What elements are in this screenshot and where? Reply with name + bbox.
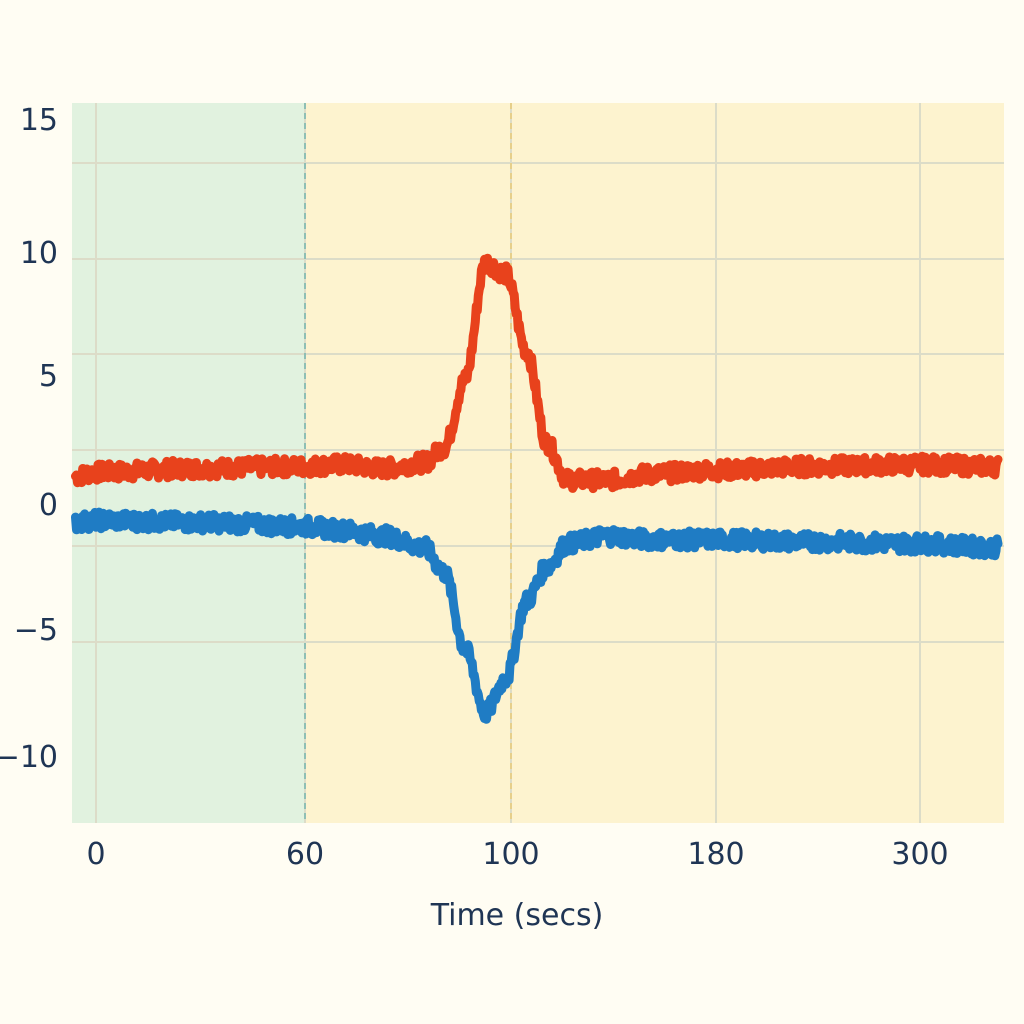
x-tick-label: 300 xyxy=(891,837,948,872)
y-tick-label: −10 xyxy=(0,740,58,775)
y-tick-label: 5 xyxy=(39,359,58,394)
y-tick-label: 10 xyxy=(20,236,58,271)
series-line-red xyxy=(71,253,1003,494)
x-axis-label: Time (secs) xyxy=(430,898,604,933)
y-tick-label: 0 xyxy=(39,488,58,523)
x-axis: 0 60 100 180 300 xyxy=(86,837,948,872)
series-group xyxy=(71,253,1003,724)
x-tick-label: 100 xyxy=(482,837,539,872)
x-tick-label: 180 xyxy=(687,837,744,872)
x-tick-label: 0 xyxy=(86,837,105,872)
x-tick-label: 60 xyxy=(286,837,324,872)
series-line-blue xyxy=(71,507,1003,724)
grid xyxy=(72,103,1004,823)
y-tick-label: −5 xyxy=(14,613,58,648)
y-axis: 15 10 5 0 −5 −10 xyxy=(0,103,58,775)
y-tick-label: 15 xyxy=(20,103,58,138)
